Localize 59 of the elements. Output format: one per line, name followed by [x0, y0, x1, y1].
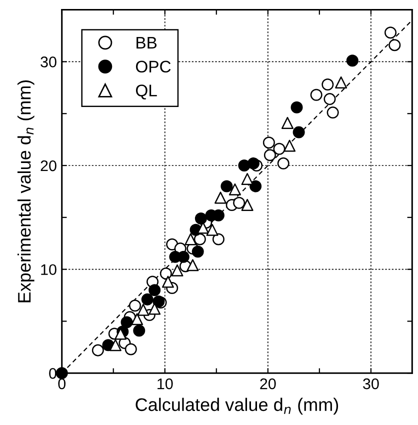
point: [264, 149, 276, 162]
point: [281, 116, 294, 129]
point: [284, 140, 296, 152]
point: [141, 293, 154, 306]
y-tick-label: 0: [49, 368, 56, 379]
point: [171, 264, 184, 276]
point: [273, 142, 286, 155]
point: [129, 300, 142, 312]
point: [133, 324, 146, 337]
point: [194, 212, 207, 224]
point: [124, 343, 137, 356]
point: [197, 222, 210, 234]
point: [241, 173, 254, 186]
y-axis-title: Experimental value d$_{n}$ (mm): [17, 80, 34, 302]
point: [262, 136, 275, 149]
point: [388, 39, 401, 52]
point: [290, 101, 303, 114]
point: [162, 276, 174, 288]
point: [346, 54, 358, 67]
point: [322, 78, 334, 91]
point: [228, 183, 241, 196]
y-tick-label: 20: [40, 160, 56, 172]
point: [247, 157, 260, 170]
point: [233, 196, 246, 209]
point: [109, 339, 122, 352]
point: [194, 233, 206, 246]
point: [212, 233, 224, 246]
point: [241, 198, 254, 211]
point: [214, 192, 227, 204]
point: [335, 76, 348, 88]
x-tick-label: 30: [363, 378, 379, 390]
point: [131, 313, 144, 326]
y-tick-label: 10: [41, 264, 56, 276]
point: [220, 180, 233, 192]
point: [238, 160, 250, 172]
x-tick-label: 0: [58, 378, 66, 390]
x-tick-label: 20: [260, 378, 276, 390]
x-tick-label: 10: [158, 378, 173, 390]
point: [148, 302, 161, 315]
legend-label: OPC: [136, 60, 171, 73]
point: [192, 246, 204, 258]
point: [184, 233, 197, 246]
point: [310, 88, 322, 101]
point: [384, 26, 397, 39]
point: [326, 106, 339, 119]
point: [277, 157, 290, 170]
point: [137, 304, 150, 316]
point: [92, 344, 104, 356]
point: [206, 224, 218, 236]
point: [292, 126, 305, 138]
legend-label: QL: [136, 84, 157, 100]
point: [148, 284, 161, 296]
y-tick-label: 30: [40, 56, 56, 68]
legend-label: BB: [136, 37, 157, 49]
point: [250, 180, 262, 192]
point: [186, 259, 199, 272]
point: [160, 267, 172, 280]
x-axis-title: Calculated value d$_{n}$ (mm): [136, 398, 338, 415]
point: [324, 93, 336, 106]
